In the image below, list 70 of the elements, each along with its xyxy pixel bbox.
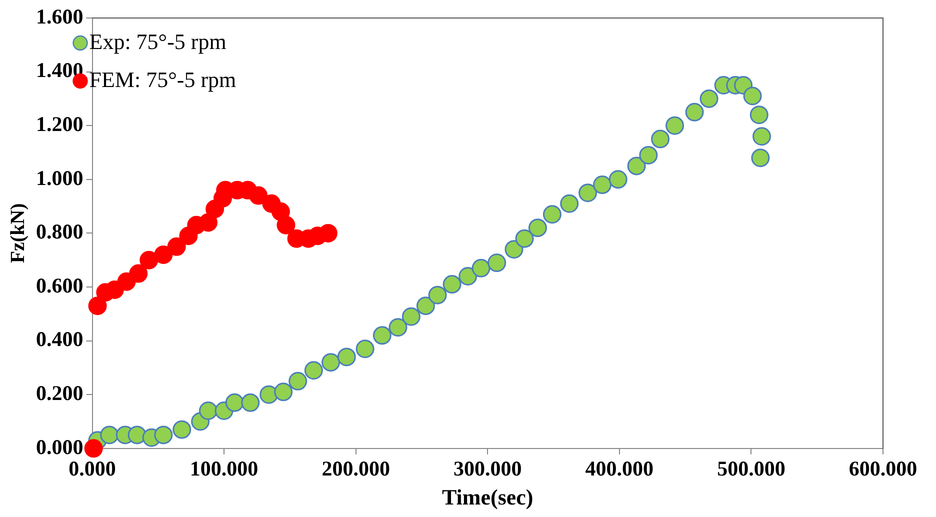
- point: [685, 102, 704, 122]
- point: [458, 266, 478, 286]
- point: [578, 184, 598, 202]
- point: [225, 393, 244, 412]
- point: [372, 326, 392, 345]
- point: [274, 382, 293, 402]
- point: [140, 250, 158, 270]
- point: [276, 216, 296, 234]
- point: [666, 116, 684, 135]
- point: [100, 426, 119, 444]
- legend-label: Exp: 75°-5 rpm: [89, 28, 226, 54]
- point: [249, 186, 268, 205]
- point: [304, 361, 323, 380]
- y-tick-label: 0.200: [36, 381, 84, 406]
- x-tick-label: 200.000: [322, 456, 390, 480]
- point: [198, 213, 218, 232]
- x-axis-title: Time(sec): [442, 484, 534, 510]
- point: [504, 240, 524, 259]
- point: [167, 237, 186, 256]
- point: [651, 130, 670, 148]
- x-tick-label: 400.000: [585, 456, 654, 480]
- y-tick-label: 0.600: [36, 273, 84, 298]
- point: [129, 264, 148, 283]
- point: [542, 205, 562, 224]
- point: [751, 148, 770, 168]
- x-tick-label: 500.000: [717, 456, 786, 480]
- point: [560, 194, 579, 213]
- point: [752, 127, 771, 146]
- y-tick-label: 0.400: [36, 327, 84, 352]
- point: [743, 86, 762, 106]
- x-tick-label: 300.000: [454, 456, 522, 480]
- legend-label: FEM: 75°-5 rpm: [89, 66, 236, 92]
- point: [593, 176, 612, 194]
- point: [528, 218, 547, 238]
- point: [322, 353, 340, 372]
- point: [128, 426, 146, 444]
- point: [402, 307, 420, 326]
- point: [750, 106, 768, 124]
- point: [627, 156, 646, 176]
- x-tick-label: 600.000: [848, 456, 918, 480]
- y-axis-title: Fz(kN): [7, 203, 30, 264]
- x-tick-label: 0.000: [68, 456, 116, 480]
- y-tick-label: 1.200: [36, 112, 84, 136]
- point: [172, 420, 192, 439]
- point: [700, 89, 718, 108]
- y-tick-label: 0.800: [36, 220, 84, 244]
- point: [442, 275, 462, 294]
- point: [488, 254, 506, 272]
- y-tick-label: 0.000: [36, 434, 84, 459]
- point: [88, 296, 107, 316]
- y-tick-label: 1.000: [36, 166, 84, 190]
- x-tick-label: 100.000: [190, 456, 258, 480]
- point: [428, 286, 447, 304]
- y-tick-label: 1.400: [36, 58, 84, 82]
- point: [356, 340, 374, 358]
- point: [388, 318, 408, 337]
- point: [288, 372, 308, 390]
- y-tick-label: 1.600: [36, 4, 84, 28]
- point: [337, 348, 356, 366]
- point: [154, 245, 173, 264]
- point: [608, 170, 628, 189]
- point: [416, 296, 435, 316]
- point: [472, 258, 490, 278]
- point: [154, 426, 173, 444]
- point: [241, 393, 260, 412]
- point: [639, 146, 658, 164]
- point: [260, 385, 278, 404]
- point: [198, 401, 218, 420]
- point: [84, 439, 103, 458]
- point: [515, 229, 534, 248]
